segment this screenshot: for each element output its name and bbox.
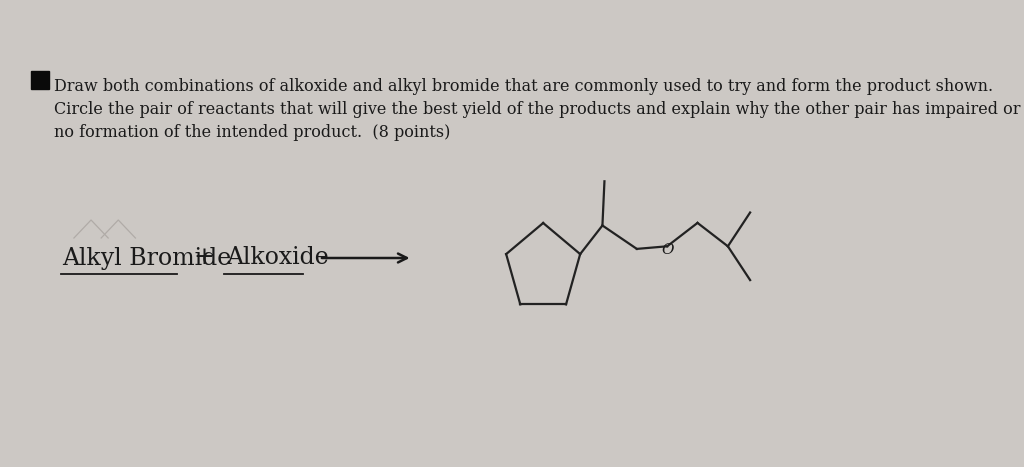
Text: Draw both combinations of alkoxide and alkyl bromide that are commonly used to t: Draw both combinations of alkoxide and a… bbox=[54, 78, 993, 95]
Text: no formation of the intended product.  (8 points): no formation of the intended product. (8… bbox=[54, 124, 451, 141]
Text: Alkoxide: Alkoxide bbox=[225, 247, 329, 269]
Text: Circle the pair of reactants that will give the best yield of the products and e: Circle the pair of reactants that will g… bbox=[54, 101, 1021, 118]
Text: +: + bbox=[193, 247, 214, 269]
Text: O: O bbox=[660, 243, 674, 257]
Text: Alkyl Bromide: Alkyl Bromide bbox=[62, 247, 231, 269]
